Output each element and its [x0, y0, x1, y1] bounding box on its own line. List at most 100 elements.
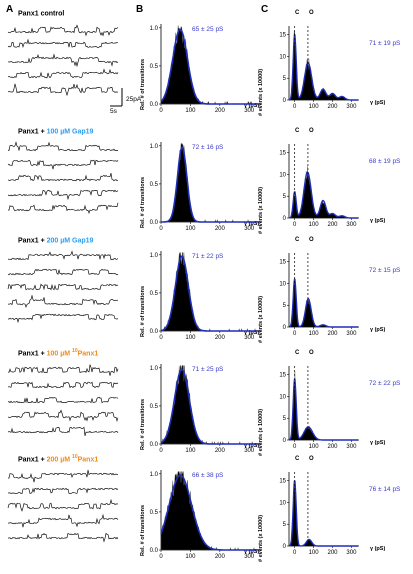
events-y-tick-label: 0 — [283, 438, 287, 444]
gaussian-fit-line — [160, 255, 259, 332]
events-x-tick-label: 100 — [309, 444, 320, 450]
hist-y-tick-label: 0.0 — [150, 102, 159, 108]
hist-y-tick-label: 0.0 — [150, 220, 159, 226]
row-title: Panx1 control — [18, 10, 65, 18]
events-y-tick-label: 0 — [283, 98, 287, 104]
events-y-tick-label: 10 — [279, 500, 286, 506]
hist-bars — [161, 143, 256, 223]
hist-y-tick-label: 0.0 — [150, 442, 159, 448]
events-x-label: γ (pS) — [370, 327, 386, 333]
current-trace-line — [7, 202, 119, 215]
events-bars — [289, 166, 358, 219]
hist-stat: 72 ± 16 pS — [192, 144, 224, 151]
hist-x-tick-label: 0 — [159, 226, 163, 232]
events-histogram: 0 5 10 15 0 100 200 300 — [279, 472, 359, 556]
events-y-tick-label: 5 — [283, 303, 287, 309]
hist-x-tick-label: 0 — [159, 108, 163, 114]
hist-x-tick-label: 100 — [185, 226, 196, 232]
hist-y-tick-label: 1.0 — [150, 472, 159, 478]
scale-bar-time: 5s — [110, 108, 117, 115]
hist-x-tick-label: 200 — [215, 448, 226, 454]
panel-label-b: B — [136, 4, 144, 15]
events-x-tick-label: 0 — [293, 104, 297, 110]
current-trace-line — [7, 283, 119, 291]
hist-x-tick-label: 200 — [215, 226, 226, 232]
events-x-label: γ (pS) — [370, 100, 386, 106]
open-label: O — [309, 350, 314, 356]
current-trace-line — [7, 364, 119, 376]
current-trace-line — [7, 381, 119, 389]
events-y-tick-label: 15 — [279, 373, 286, 379]
panel-label-c: C — [261, 4, 269, 15]
hist-bars — [160, 365, 256, 445]
events-x-tick-label: 100 — [309, 222, 320, 228]
hist-x-tick-label: 0 — [159, 448, 163, 454]
current-trace-line — [7, 469, 119, 483]
hist-y-tick-label: 0.5 — [150, 291, 159, 297]
events-histogram: 0 5 10 15 0 100 200 300 — [279, 253, 359, 337]
hist-x-tick-label: 300 — [244, 108, 255, 114]
current-trace-line — [7, 38, 119, 49]
hist-x-tick-label: 100 — [185, 108, 196, 114]
events-x-tick-label: 200 — [328, 331, 339, 337]
hist-bars — [160, 25, 256, 105]
hist-y-tick-label: 1.0 — [150, 26, 159, 32]
hist-x-tick-label: 300 — [244, 554, 255, 560]
events-y-tick-label: 0 — [283, 544, 287, 550]
gaussian-fit-line — [160, 368, 259, 445]
events-fit-line — [289, 378, 359, 441]
hist-stat: 66 ± 38 pS — [192, 472, 224, 479]
scale-bar-current: 25pA — [126, 96, 142, 103]
row-title: Panx1 + 200 µM 10Panx1 — [18, 454, 99, 464]
events-x-tick-label: 0 — [293, 222, 297, 228]
hist-stat: 71 ± 25 pS — [192, 366, 224, 373]
hist-x-label: γ (pS) — [244, 221, 260, 227]
hist-x-label: γ (pS) — [244, 330, 260, 336]
events-x-tick-label: 200 — [328, 444, 339, 450]
closed-label: C — [295, 237, 300, 243]
hist-y-tick-label: 0.5 — [150, 404, 159, 410]
current-traces — [7, 24, 119, 97]
current-trace-line — [7, 487, 119, 495]
current-trace-line — [7, 268, 119, 276]
events-x-label: γ (pS) — [370, 440, 386, 446]
events-y-tick-label: 10 — [279, 281, 286, 287]
events-stat: 72 ± 22 pS — [369, 380, 401, 387]
open-label: O — [309, 456, 314, 462]
events-y-tick-label: 5 — [283, 522, 287, 528]
scale-bar — [110, 88, 123, 107]
events-x-tick-label: 0 — [293, 331, 297, 337]
open-label: O — [309, 10, 314, 16]
events-x-tick-label: 300 — [346, 550, 357, 556]
hist-y-tick-label: 1.0 — [150, 144, 159, 150]
events-histogram: 0 5 10 15 0 100 200 300 — [279, 26, 359, 110]
events-bars — [289, 278, 358, 328]
events-stat: 68 ± 19 pS — [369, 158, 401, 165]
current-trace-line — [7, 24, 119, 37]
events-bars — [289, 481, 358, 547]
current-trace-line — [7, 68, 119, 79]
row-title: Panx1 + 100 µM 10Panx1 — [18, 348, 99, 358]
open-label: O — [309, 128, 314, 134]
hist-y-tick-label: 1.0 — [150, 253, 159, 259]
closed-label: C — [295, 10, 300, 16]
hist-x-label: γ (pS) — [244, 443, 260, 449]
events-fit-line — [289, 34, 359, 101]
current-trace-line — [7, 189, 119, 201]
events-x-tick-label: 100 — [309, 550, 320, 556]
gaussian-fit-line — [161, 146, 259, 223]
closed-label: C — [295, 350, 300, 356]
current-traces — [7, 250, 119, 324]
hist-x-label: γ (pS) — [244, 103, 260, 109]
events-x-tick-label: 0 — [293, 444, 297, 450]
events-y-tick-label: 15 — [279, 260, 286, 266]
events-fit-line — [289, 480, 359, 547]
hist-x-tick-label: 300 — [244, 226, 255, 232]
current-trace-line — [7, 53, 119, 68]
events-fit-line — [289, 278, 359, 328]
events-stat: 76 ± 14 pS — [369, 486, 401, 493]
events-x-tick-label: 300 — [346, 222, 357, 228]
hist-y-tick-label: 1.0 — [150, 366, 159, 372]
open-label: O — [309, 237, 314, 243]
hist-y-tick-label: 0.5 — [150, 510, 159, 516]
